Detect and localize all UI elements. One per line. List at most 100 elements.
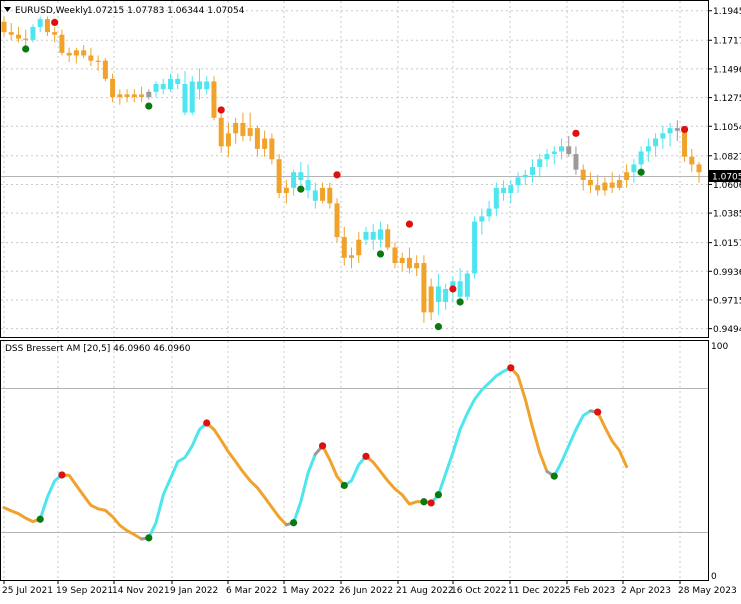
dss-segment-bull [429, 366, 513, 505]
candle-body [544, 154, 550, 160]
candle-body [124, 94, 130, 97]
time-label: 21 Aug 2022 [396, 586, 454, 596]
candle [139, 86, 145, 103]
candle [421, 255, 427, 323]
candle [551, 146, 557, 165]
candle [240, 112, 246, 142]
candle [573, 146, 579, 175]
candle [522, 169, 528, 186]
candle [530, 159, 536, 183]
candle [385, 224, 391, 251]
dss-line-layer [2, 366, 629, 541]
candle-body [428, 286, 434, 313]
candle [182, 71, 188, 116]
candle [189, 76, 195, 116]
candle-body [530, 167, 536, 175]
candle-body [262, 138, 268, 149]
candle [73, 47, 79, 64]
candle-body [385, 229, 391, 248]
candle-body [240, 122, 246, 136]
signal-dot-down [51, 18, 59, 27]
candle [110, 73, 116, 103]
indicator-title: DSS Bressert AM [20,5] 46.0960 46.0960 [5, 344, 191, 354]
candle [616, 174, 622, 191]
candle [312, 182, 318, 209]
candle-body [377, 229, 383, 240]
chart-title: EURUSD,Weekly 1.07215 1.07783 1.06344 1.… [4, 6, 245, 16]
price-label: 1.10545 [713, 123, 741, 133]
dss-segment-bear [205, 421, 288, 527]
candle [211, 76, 217, 121]
candle [95, 55, 101, 72]
dss-dot-down [362, 452, 370, 460]
candle-body [450, 281, 456, 289]
candle [52, 26, 58, 43]
candle [501, 180, 507, 201]
candle-body [457, 281, 463, 297]
candle [602, 177, 608, 196]
candle [349, 247, 355, 269]
candle [493, 182, 499, 217]
candle [392, 242, 398, 269]
candle-body [689, 156, 695, 165]
candle [254, 125, 260, 157]
dss-dot-up [290, 519, 298, 527]
candle [225, 122, 231, 157]
dss-dot-down [507, 364, 515, 372]
candle-body [95, 60, 101, 62]
dss-segment-bull [342, 454, 368, 487]
candle-body [327, 187, 333, 204]
candle [370, 224, 376, 251]
dss-dot-down [318, 442, 327, 450]
candle-body [349, 255, 355, 258]
candle-body [595, 185, 601, 191]
candle [653, 133, 659, 157]
candle [515, 172, 521, 193]
candle [341, 226, 347, 266]
dss-dot-up [145, 534, 153, 542]
candle-body [508, 185, 514, 193]
candles-layer [1, 16, 702, 323]
candle-body [616, 180, 622, 188]
candle-body [522, 174, 528, 178]
price-label: 1.17175 [713, 37, 741, 47]
candle-body [225, 133, 231, 147]
candle [102, 58, 108, 82]
candle-body [363, 231, 369, 240]
signal-dot-up [434, 323, 442, 331]
signal-dot-down [680, 125, 689, 134]
candle-body [233, 122, 239, 134]
candle-body [472, 221, 478, 274]
candle [276, 154, 282, 199]
candle-body [479, 216, 485, 222]
candle [305, 164, 311, 199]
candle-body [211, 81, 217, 118]
time-label: 11 Dec 2022 [508, 586, 566, 596]
triangle-down-icon[interactable] [4, 7, 11, 12]
time-label: 28 May 2023 [678, 586, 737, 596]
candle [160, 78, 166, 95]
candle [146, 89, 152, 100]
dss-segment-bull [552, 409, 592, 478]
candle [117, 89, 123, 105]
price-label: 0.94945 [713, 325, 741, 335]
indicator-scale-max: 100 [711, 342, 728, 352]
candle [414, 255, 420, 277]
candle-body [566, 146, 572, 155]
candle [204, 76, 210, 95]
signal-dot-up [22, 45, 30, 53]
candle-body [204, 81, 210, 90]
signal-dot-up [376, 250, 385, 258]
signal-dot-up [297, 185, 305, 193]
candle-body [609, 182, 615, 188]
candle [377, 221, 383, 248]
dss-segment-bull [147, 421, 209, 540]
indicator-scale-min: 0 [711, 572, 717, 582]
candle-body [631, 164, 637, 173]
dss-segment-bull [38, 473, 64, 521]
candle-body [131, 94, 137, 97]
signal-dot-down [333, 171, 341, 179]
price-label: 1.03850 [713, 210, 741, 220]
